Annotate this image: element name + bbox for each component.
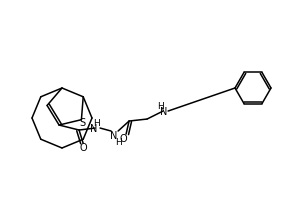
Text: H: H (157, 102, 164, 111)
Text: H: H (115, 138, 122, 147)
Text: H: H (93, 119, 100, 128)
Text: N: N (110, 131, 118, 141)
Text: N: N (160, 107, 168, 117)
Text: S: S (79, 118, 85, 128)
Text: O: O (119, 134, 127, 144)
Text: N: N (90, 124, 98, 134)
Text: O: O (79, 143, 87, 153)
